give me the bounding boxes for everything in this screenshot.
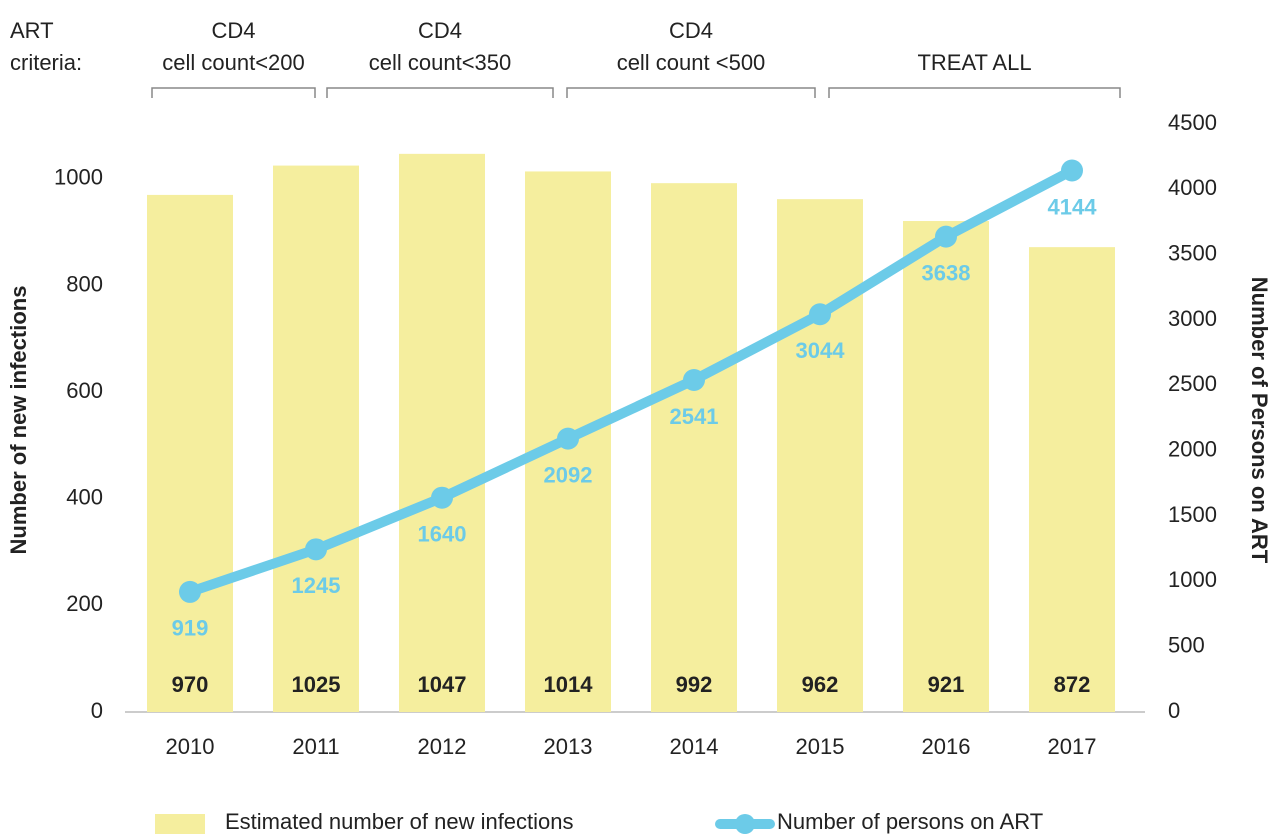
line-value-label: 1245	[292, 573, 341, 598]
x-tick-label: 2011	[292, 734, 339, 759]
y2-tick-label: 4000	[1168, 175, 1217, 200]
bar	[147, 194, 233, 712]
line-point	[683, 368, 705, 391]
y2-tick-label: 0	[1168, 698, 1180, 723]
line-point	[557, 427, 579, 450]
y-tick-label: 0	[91, 698, 103, 723]
line-point	[431, 486, 453, 509]
y2-tick-label: 500	[1168, 632, 1205, 657]
x-tick-label: 2012	[418, 734, 467, 759]
criteria-group-label: CD4	[418, 18, 462, 43]
line-value-label: 3638	[922, 260, 971, 285]
bar	[777, 199, 863, 713]
bar	[903, 221, 989, 713]
criteria-group-label: cell count<350	[369, 50, 512, 75]
y2-tick-label: 2000	[1168, 436, 1217, 461]
line-value-label: 2541	[670, 404, 719, 429]
legend-swatch	[155, 814, 205, 834]
bracket	[566, 87, 816, 98]
y-tick-label: 1000	[54, 165, 103, 190]
criteria-group-label: TREAT ALL	[917, 50, 1031, 75]
bar	[1029, 247, 1115, 712]
y2-tick-label: 1500	[1168, 502, 1217, 527]
x-tick-label: 2013	[544, 734, 593, 759]
bar-value-label: 1047	[418, 672, 467, 697]
bracket	[828, 87, 1121, 98]
y-tick-label: 400	[66, 485, 103, 510]
bar-value-label: 962	[802, 672, 839, 697]
y2-tick-label: 3000	[1168, 306, 1217, 331]
y-tick-label: 200	[66, 591, 103, 616]
bracket	[151, 87, 316, 98]
line-value-label: 4144	[1048, 194, 1098, 219]
criteria-group-label: cell count<200	[162, 50, 305, 75]
criteria-group-label: cell count <500	[617, 50, 766, 75]
bar-value-label: 872	[1054, 672, 1091, 697]
line-value-label: 1640	[418, 522, 467, 547]
criteria-group-label: CD4	[211, 18, 255, 43]
y2-tick-label: 2500	[1168, 371, 1217, 396]
y2-axis-title: Number of Persons on ART	[1247, 277, 1272, 564]
line-value-label: 919	[172, 616, 209, 641]
line-point	[1061, 159, 1083, 182]
bar	[399, 153, 485, 712]
bar	[273, 165, 359, 712]
line-point	[179, 580, 201, 603]
x-tick-label: 2014	[670, 734, 719, 759]
x-tick-label: 2017	[1048, 734, 1097, 759]
y2-tick-label: 4500	[1168, 110, 1217, 135]
legend-label: Estimated number of new infections	[225, 809, 574, 834]
bracket	[326, 87, 554, 98]
y2-tick-label: 1000	[1168, 567, 1217, 592]
y-axis-title: Number of new infections	[6, 286, 31, 555]
bar-value-label: 921	[928, 672, 965, 697]
criteria-group-label: CD4	[669, 18, 713, 43]
bar-value-label: 1025	[292, 672, 341, 697]
bar-value-label: 1014	[544, 672, 594, 697]
legend-label: Number of persons on ART	[777, 809, 1043, 834]
x-tick-label: 2015	[796, 734, 845, 759]
y-tick-label: 600	[66, 378, 103, 403]
line-value-label: 3044	[796, 338, 846, 363]
line-point	[809, 303, 831, 326]
criteria-label: criteria:	[10, 50, 82, 75]
legend-swatch-point	[735, 814, 755, 834]
line-point	[935, 225, 957, 248]
x-tick-label: 2010	[166, 734, 215, 759]
x-tick-label: 2016	[922, 734, 971, 759]
bar-value-label: 992	[676, 672, 713, 697]
bar-value-label: 970	[172, 672, 209, 697]
y-tick-label: 800	[66, 271, 103, 296]
criteria-label: ART	[10, 18, 54, 43]
bar	[651, 183, 737, 712]
y2-tick-label: 3500	[1168, 240, 1217, 265]
line-point	[305, 538, 327, 561]
line	[188, 166, 1075, 597]
line-value-label: 2092	[544, 462, 593, 487]
